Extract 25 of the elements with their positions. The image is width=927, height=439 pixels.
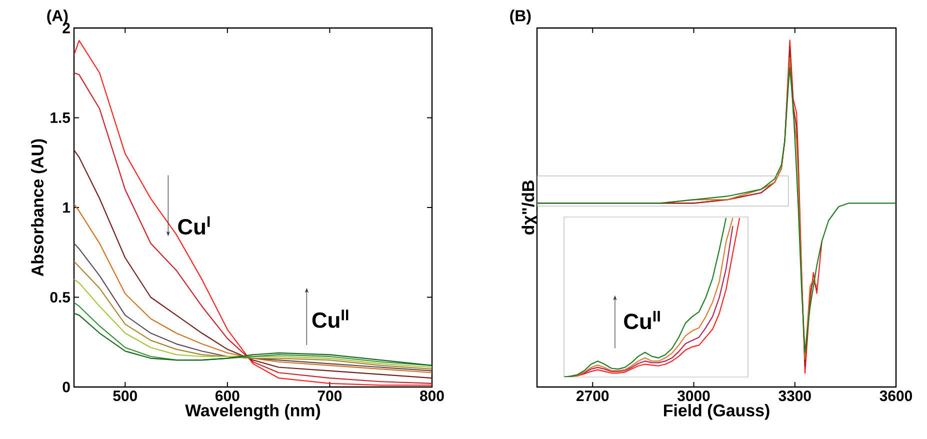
chart-title: (B) [510,10,531,24]
y-tick-label: 0.5 [50,292,70,303]
y-axis-title: Absorbance (AU) [31,139,47,276]
y-axis-title: dχ"/dB [522,180,538,235]
x-tick-label: 700 [318,390,342,402]
line-series [74,203,432,374]
x-tick-label: 2700 [576,390,609,402]
x-axis-title: Field (Gauss) [664,404,770,420]
y-tick-label: 1.5 [50,112,70,123]
x-tick-label: 800 [420,390,444,402]
x-axis-title: Wavelength (nm) [185,404,320,420]
chart-title: (A) [47,10,68,24]
line-series [74,150,432,379]
annotation: Cu$^{II}$ [624,310,660,330]
x-tick-label: 3000 [677,390,710,402]
x-tick-label: 600 [216,390,240,402]
y-tick-label: 1 [63,202,70,213]
x-tick-label: 3300 [778,390,811,402]
line-series [74,260,432,370]
annotation: Cu$^{I}$ [178,216,210,235]
x-tick-label: 3600 [880,390,912,402]
line-series [74,242,432,372]
annotation: Cu$^{II}$ [312,310,348,328]
x-tick-label: 500 [113,390,137,402]
y-tick-label: 0 [62,382,70,392]
